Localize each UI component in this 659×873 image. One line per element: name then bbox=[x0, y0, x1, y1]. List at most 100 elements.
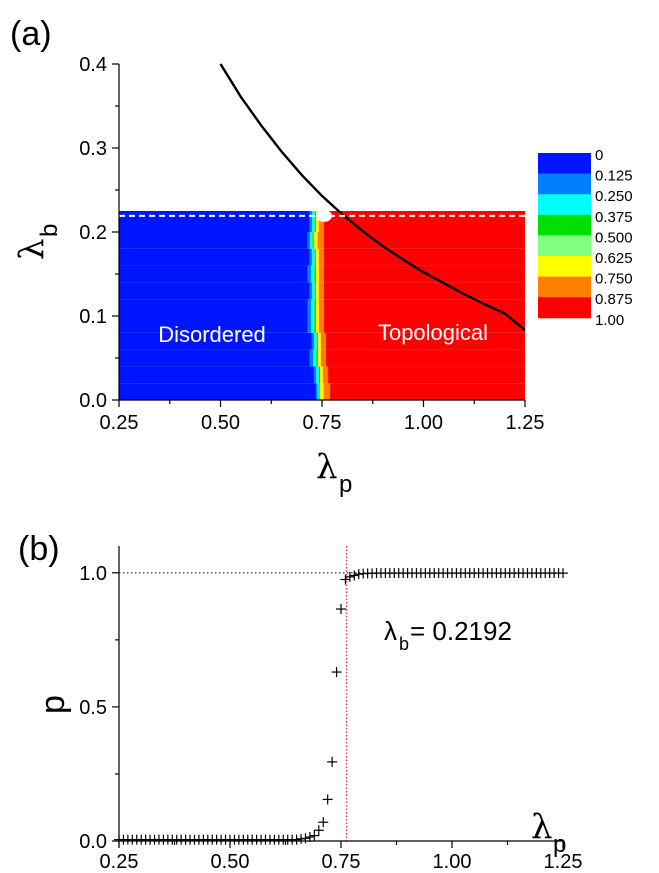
heatmap-cell-transition bbox=[320, 332, 327, 350]
data-point bbox=[300, 833, 311, 844]
colorbar-label: 0.250 bbox=[595, 188, 633, 205]
heatmap-cell-transition bbox=[319, 383, 320, 400]
heatmap-cell-disordered bbox=[119, 332, 312, 350]
heatmap-cell-topological bbox=[324, 211, 525, 232]
colorbar-swatch bbox=[538, 214, 591, 236]
heatmap-cell-transition bbox=[318, 248, 325, 266]
heatmap-cell-transition bbox=[318, 282, 325, 300]
colorbar-swatch bbox=[538, 173, 591, 195]
heatmap-cell-transition bbox=[317, 349, 321, 367]
heatmap-cell-transition bbox=[309, 349, 314, 367]
panel-a-axes: 0.25 0.50 0.75 1.00 1.25 0.0 0.1 0.2 0.3 0.4 bbox=[79, 54, 544, 434]
heatmap-cell-transition bbox=[317, 232, 325, 249]
colorbar-swatch bbox=[538, 235, 591, 257]
heatmap-cell-transition bbox=[312, 232, 314, 249]
heatmap-cell-transition bbox=[309, 211, 313, 232]
heatmap-cell-transition bbox=[316, 366, 319, 384]
heatmap-cell-topological bbox=[330, 383, 525, 400]
heatmap-cell-topological bbox=[324, 299, 525, 316]
colorbar-legend: 0 0.125 0.250 0.375 0.500 0.625 0.750 0.875 1.00 bbox=[538, 147, 633, 329]
colorbar-label: 0.625 bbox=[595, 250, 633, 267]
heatmap-cell-disordered bbox=[119, 316, 308, 333]
panel-a: (a) 0.25 0.50 0.75 1.00 1.250.00.10.20.30.4 … bbox=[10, 15, 633, 498]
heatmap-cell-transition bbox=[320, 349, 327, 367]
panel-b: (b) 0.25 0.50 0.75 1.00 1.25 0.0 0.5 1.0 λ b = … bbox=[18, 530, 582, 873]
colorbar-label: 1.00 bbox=[595, 312, 624, 329]
heatmap-cell-transition bbox=[319, 383, 324, 400]
x-tick-label-a: 1.00 bbox=[404, 412, 443, 434]
heatmap-cell-topological bbox=[328, 366, 525, 384]
x-tick-label-b: 0.50 bbox=[211, 851, 250, 873]
x-tick-label-b: 1.25 bbox=[544, 851, 583, 873]
heatmap-cell-topological bbox=[324, 282, 525, 300]
heatmap-cell-transition bbox=[307, 299, 312, 316]
lambda-b-annotation: λ b = 0.2192 bbox=[384, 616, 512, 654]
panel-a-x-title: λ p bbox=[316, 447, 352, 498]
heatmap-cell-transition bbox=[319, 366, 323, 384]
heatmap-cell-disordered bbox=[119, 299, 308, 316]
heatmap-cell-transition bbox=[315, 211, 319, 232]
data-point bbox=[291, 834, 302, 845]
heatmap-cell-transition bbox=[315, 282, 319, 300]
data-points bbox=[114, 568, 568, 845]
heatmap-cell-transition bbox=[315, 248, 319, 266]
panel-b-label: (b) bbox=[18, 530, 60, 568]
x-tick-label-a: 1.25 bbox=[506, 412, 545, 434]
heatmap-cell-transition bbox=[311, 332, 315, 350]
phase-boundary-curve bbox=[219, 63, 526, 332]
heatmap-cell-transition bbox=[318, 299, 325, 316]
panel-b-axes: 0.25 0.50 0.75 1.00 1.25 0.0 0.5 1.0 bbox=[79, 546, 582, 873]
heatmap-cell-topological bbox=[326, 349, 525, 367]
heatmap-cell-topological bbox=[326, 332, 525, 350]
reference-lines bbox=[119, 546, 563, 841]
heatmap-cell-transition bbox=[318, 316, 325, 333]
heatmap-cell-transition bbox=[314, 248, 316, 266]
colorbar-swatch bbox=[538, 256, 591, 278]
colorbar-label: 0.375 bbox=[595, 209, 633, 226]
x-tick-label-b: 0.25 bbox=[100, 851, 139, 873]
x-tick-label-a: 0.25 bbox=[100, 412, 139, 434]
heatmap-cell-transition bbox=[314, 265, 316, 283]
heatmap-cell-transition bbox=[307, 265, 312, 283]
region-label-topological: Topological bbox=[378, 320, 488, 345]
heatmap-cell-topological bbox=[324, 248, 525, 266]
x-axis-title-a: λ bbox=[316, 447, 338, 487]
panel-b-x-title: λ p bbox=[531, 807, 566, 858]
heatmap-cell-disordered bbox=[119, 349, 310, 367]
heatmap-cell-transition bbox=[315, 383, 318, 400]
colorbar-swatch bbox=[538, 297, 591, 319]
panel-a-label: (a) bbox=[10, 15, 52, 53]
colorbar-label: 0.125 bbox=[595, 168, 633, 185]
heatmap-cell-transition bbox=[316, 332, 318, 350]
heatmap-cell-transition bbox=[312, 211, 315, 232]
heatmap-cell-transition bbox=[313, 349, 317, 367]
heatmap-cell-disordered bbox=[119, 232, 308, 249]
y-tick-label-a: 0.4 bbox=[79, 54, 107, 76]
heatmap-cell-disordered bbox=[119, 265, 308, 283]
x-axis-title-b-sub: p bbox=[553, 831, 566, 858]
colorbar-label: 0 bbox=[595, 147, 603, 164]
heatmap-cell-transition bbox=[314, 211, 316, 232]
heatmap-cells bbox=[119, 209, 525, 400]
heatmap-cell-transition bbox=[315, 299, 319, 316]
heatmap-cell-disordered bbox=[119, 366, 314, 384]
data-point bbox=[313, 825, 324, 836]
colorbar-swatch bbox=[538, 153, 591, 175]
heatmap-cell-disordered bbox=[119, 211, 310, 232]
x-tick-label-b: 1.00 bbox=[433, 851, 472, 873]
y-axis-title-b: p bbox=[34, 695, 72, 714]
panel-a-y-title: λ b bbox=[12, 224, 63, 260]
data-point bbox=[331, 667, 342, 678]
y-axis-title-a-sub: b bbox=[36, 224, 63, 237]
heatmap-cell-transition bbox=[309, 248, 313, 266]
data-point bbox=[327, 756, 338, 767]
data-point bbox=[349, 570, 360, 581]
heatmap-cell-transition bbox=[315, 316, 319, 333]
heatmap-cell-topological bbox=[324, 316, 525, 333]
heatmap-cell-transition bbox=[313, 232, 318, 249]
y-tick-label-a: 0.3 bbox=[79, 138, 107, 160]
heatmap-cell-transition bbox=[313, 366, 317, 384]
heatmap-cell-transition bbox=[312, 248, 315, 266]
heatmap-cell-transition bbox=[322, 366, 329, 384]
colorbar-label: 0.500 bbox=[595, 229, 633, 246]
